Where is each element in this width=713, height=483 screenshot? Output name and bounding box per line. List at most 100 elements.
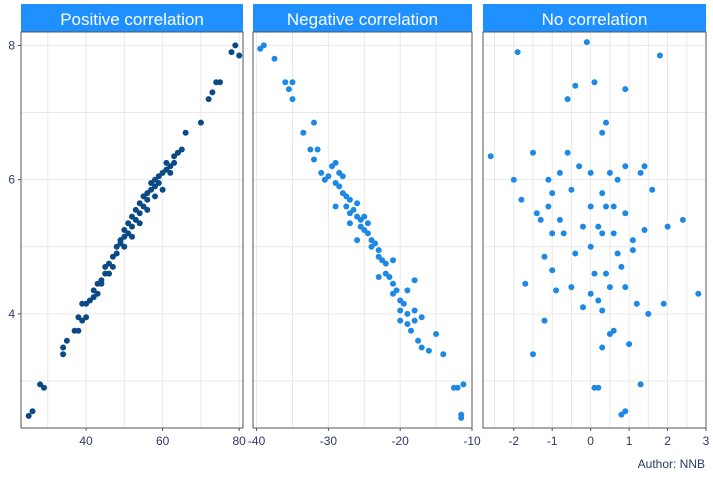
panel-header <box>21 4 243 32</box>
data-point <box>152 193 158 200</box>
data-point <box>580 223 586 230</box>
data-point <box>382 260 389 267</box>
data-point <box>415 337 422 344</box>
data-point <box>411 317 418 324</box>
data-point <box>645 310 652 317</box>
data-point <box>354 237 361 244</box>
data-point <box>411 307 418 314</box>
data-point <box>568 284 575 291</box>
data-point <box>361 213 368 220</box>
data-point <box>397 307 404 314</box>
x-tick-label: 1 <box>626 434 633 448</box>
data-point <box>346 196 353 203</box>
data-point <box>533 210 540 217</box>
points <box>487 39 702 418</box>
data-point <box>541 317 548 324</box>
data-point <box>393 287 400 294</box>
data-point <box>129 233 135 240</box>
data-point <box>587 243 594 250</box>
data-point <box>591 79 598 86</box>
data-point <box>595 223 602 230</box>
data-point <box>311 119 317 126</box>
data-point <box>618 263 625 270</box>
data-point <box>260 42 267 49</box>
data-point <box>217 79 223 86</box>
data-point <box>649 186 656 193</box>
data-point <box>606 284 613 291</box>
data-point <box>339 173 346 180</box>
data-point <box>541 253 548 260</box>
data-point <box>408 327 414 334</box>
data-point <box>98 280 105 287</box>
data-point <box>83 314 90 321</box>
data-point <box>610 230 617 237</box>
data-point <box>622 86 629 93</box>
data-point <box>454 384 461 391</box>
data-point <box>425 347 432 354</box>
data-point <box>487 153 494 160</box>
data-point <box>346 220 353 227</box>
data-point <box>514 49 521 56</box>
data-point <box>232 42 239 49</box>
data-point <box>318 169 325 176</box>
data-point <box>400 300 407 307</box>
data-point <box>599 129 606 136</box>
data-point <box>136 220 143 227</box>
data-point <box>404 321 411 327</box>
data-point <box>629 247 636 254</box>
data-point <box>289 79 296 86</box>
data-point <box>63 337 70 344</box>
data-point <box>372 240 379 247</box>
data-point <box>375 247 382 254</box>
data-point <box>350 206 357 213</box>
data-point <box>556 216 563 223</box>
data-point <box>576 163 583 170</box>
data-point <box>695 290 702 297</box>
data-point <box>75 327 82 334</box>
data-point <box>564 96 571 103</box>
data-point <box>606 169 613 176</box>
data-point <box>549 267 556 274</box>
y-tick-label: 4 <box>8 307 15 321</box>
data-point <box>610 327 617 334</box>
data-point <box>159 186 166 193</box>
data-point <box>397 317 404 324</box>
data-point <box>178 146 185 153</box>
data-point <box>79 317 86 324</box>
x-tick-label: -1 <box>547 434 558 448</box>
data-point <box>618 411 625 418</box>
data-point <box>404 287 411 294</box>
data-point <box>622 163 629 170</box>
data-point <box>637 169 644 176</box>
data-point <box>641 163 648 170</box>
data-point <box>228 49 235 56</box>
data-point <box>460 381 467 388</box>
x-tick-label: -10 <box>463 434 481 448</box>
data-point <box>595 297 602 304</box>
points <box>25 42 243 419</box>
x-tick-label: 2 <box>664 434 671 448</box>
data-point <box>572 82 579 89</box>
data-point <box>41 384 47 391</box>
panel-border <box>20 31 244 429</box>
data-point <box>343 203 350 210</box>
data-point <box>622 284 629 291</box>
points <box>257 42 467 421</box>
data-point <box>629 237 636 244</box>
data-point <box>599 344 606 351</box>
data-point <box>109 263 116 270</box>
panel-1: Positive correlation 40 60 80 <box>20 4 246 448</box>
data-point <box>591 270 598 277</box>
panel-header <box>253 4 472 32</box>
data-point <box>656 52 663 59</box>
data-point <box>614 250 621 257</box>
data-point <box>556 169 563 176</box>
data-point <box>390 280 396 287</box>
data-point <box>121 243 128 250</box>
panel-border <box>252 31 473 429</box>
data-point <box>285 86 292 93</box>
x-tick-label: 3 <box>703 434 710 448</box>
panel-3: No correlation -2 -1 0 1 2 3 <box>482 4 710 448</box>
data-point <box>549 230 556 237</box>
data-point <box>94 290 101 297</box>
